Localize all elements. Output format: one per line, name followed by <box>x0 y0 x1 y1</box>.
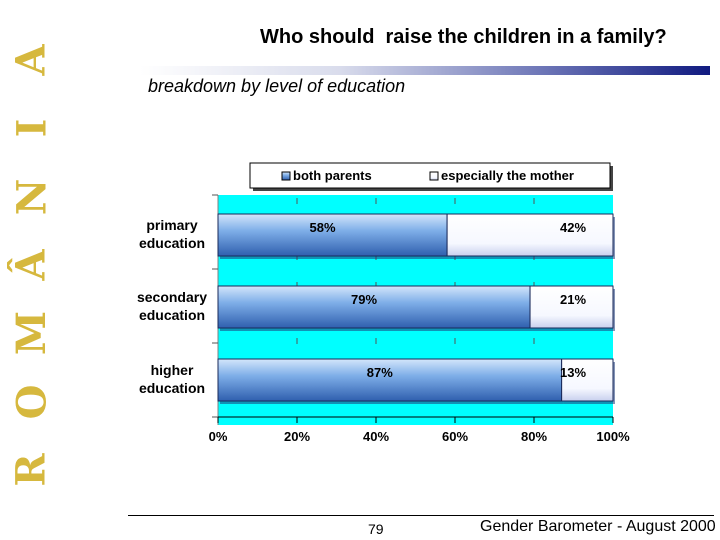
x-tick-label: 60% <box>442 429 468 444</box>
x-tick-label: 80% <box>521 429 547 444</box>
category-label-line: secondary <box>137 289 207 305</box>
category-label-line: education <box>139 380 205 396</box>
data-label: 58% <box>310 220 336 235</box>
page-number: 79 <box>368 521 384 537</box>
category-label-line: higher <box>151 362 194 378</box>
bar-segment <box>217 285 531 329</box>
legend-swatch <box>429 171 439 181</box>
category-label: higher education <box>139 362 205 396</box>
legend-swatch <box>281 171 291 181</box>
category-label: secondary education <box>137 289 207 323</box>
x-tick-label: 40% <box>363 429 389 444</box>
slide-title: Who should raise the children in a famil… <box>260 26 667 48</box>
category-label: primary education <box>139 217 205 251</box>
category-label-line: education <box>139 235 205 251</box>
category-label-line: primary <box>146 217 198 233</box>
bar-segment <box>561 358 614 402</box>
x-tick-label: 0% <box>209 429 228 444</box>
category-label-line: education <box>139 307 205 323</box>
footer-divider <box>128 515 714 516</box>
data-label: 21% <box>560 292 586 307</box>
legend-label: especially the mother <box>441 168 574 183</box>
x-tick-label: 100% <box>596 429 630 444</box>
data-label: 79% <box>351 292 377 307</box>
data-label: 13% <box>560 365 586 380</box>
data-label: 42% <box>560 220 586 235</box>
footer-source: Gender Barometer - August 2000 <box>480 518 716 535</box>
legend-label: both parents <box>293 168 372 183</box>
bar-segment <box>529 285 614 329</box>
data-label: 87% <box>367 365 393 380</box>
x-tick-label: 20% <box>284 429 310 444</box>
slide-subtitle: breakdown by level of education <box>148 76 406 96</box>
title-gradient-bar <box>140 66 710 75</box>
bar-segment <box>446 213 614 257</box>
